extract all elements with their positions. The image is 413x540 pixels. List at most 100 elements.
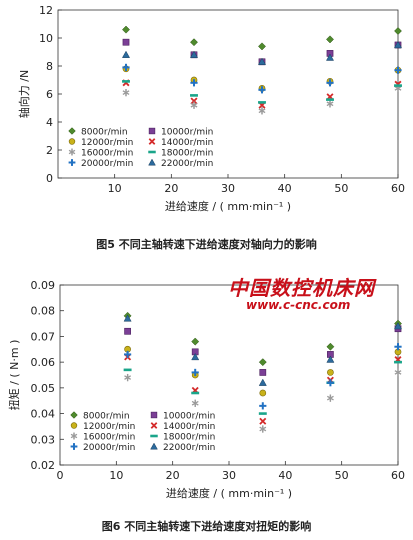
y-axis-label: 轴向力 /N [17,70,31,118]
data-point [124,327,131,335]
legend-marker [150,411,158,419]
y-tick-label: 0.04 [31,408,56,421]
data-point [258,86,266,94]
data-point [190,38,198,47]
data-point [259,402,267,410]
y-axis-label: 扭矩 / ( N·m ) [7,340,21,411]
legend-label: 20000r/min [81,159,133,169]
x-tick-label: 10 [109,469,123,482]
legend-marker [68,159,76,166]
figure-6-caption: 图6 不同主轴转速下进给速度对扭矩的影响 [101,520,312,533]
legend-marker [148,127,156,135]
data-point [326,342,335,351]
data-point [122,25,130,34]
data-point [394,27,402,35]
legend-label: 8000r/min [81,128,128,138]
y-tick-label: 10 [39,32,53,45]
site-watermark: 中国数控机床网 www.c-cnc.com [228,272,413,318]
data-point [124,350,132,359]
x-tick-label: 20 [164,182,178,195]
legend-label: 20000r/min [83,443,135,453]
data-point [191,399,199,407]
x-tick-label: 40 [278,182,292,195]
data-point [121,50,131,58]
data-point [326,379,334,387]
data-point [122,89,130,97]
legend-marker [70,432,78,440]
data-point [189,50,199,58]
data-point [259,417,267,425]
data-point [122,63,130,71]
data-point [394,66,402,74]
data-point [259,369,267,376]
x-axis-label: 进给速度 / ( mm·min⁻¹ ) [165,199,291,213]
x-tick-label: 20 [166,469,180,482]
data-point [190,97,198,105]
data-point [326,35,334,44]
data-point [258,378,267,386]
y-tick-label: 0.05 [31,382,56,395]
legend-marker [68,127,76,135]
legend-marker [70,411,78,419]
axial-force-chart: 0 2 4 6 8 10 12 10 20 30 40 50 60 进给速度 / ( mm·min⁻¹ )… [17,4,405,213]
data-point [326,394,334,402]
legend-marker [148,138,156,145]
x-axis-label: 进给速度 / ( mm·min⁻¹ ) [166,486,292,500]
legend-marker [148,158,156,166]
data-point [259,425,267,433]
data-point [394,343,402,351]
y-tick-label: 12 [39,4,53,17]
x-tick-label: 30 [222,469,236,482]
x-tick-label: 40 [278,469,292,482]
legend-label: 18000r/min [161,149,213,159]
legend-label: 16000r/min [81,149,133,159]
y-tick-label: 0.09 [31,279,56,292]
data-point [191,368,199,377]
data-point [122,38,130,46]
legend-label: 14000r/min [161,138,213,148]
x-tick-label: 30 [221,182,235,195]
data-point [326,100,334,108]
data-point [258,358,267,367]
legend-label: 12000r/min [81,138,133,148]
legend-label: 8000r/min [83,412,130,422]
watermark-url: www.c-cnc.com [246,298,351,312]
data-point [257,57,267,65]
data-point [393,40,403,49]
legend-label: 10000r/min [163,412,215,422]
figure-6: 0.02 0.03 0.04 0.05 0.06 0.07 0.08 0.09 0 10 20 30 4… [0,268,413,508]
data-point [258,107,266,115]
data-point [326,355,335,363]
x-tick-label: 50 [335,469,349,482]
data-point [123,314,132,322]
y-tick-label: 0.06 [31,356,56,369]
data-point [124,373,132,382]
legend-marker [150,422,158,429]
legend-marker [68,148,76,156]
data-point [190,101,198,109]
data-point [258,42,266,51]
data-point [325,53,335,61]
legend-label: 10000r/min [161,128,213,138]
data-point [190,79,198,87]
legend-label: 16000r/min [83,433,135,443]
y-tick-label: 0.08 [31,305,56,318]
x-tick-label: 60 [391,469,405,482]
figure-5: 0 2 4 6 8 10 12 10 20 30 40 50 60 进给速度 / ( mm·min⁻¹ )… [0,0,413,230]
data-point [326,79,334,87]
legend-marker [70,443,78,450]
x-tick-label: 60 [391,182,405,195]
x-tick-label: 50 [334,182,348,195]
y-tick-label: 0 [46,172,53,185]
legend-label: 14000r/min [163,422,215,432]
legend-label: 22000r/min [161,159,213,169]
x-tick-label: 10 [108,182,122,195]
data-point [393,322,403,330]
data-point [327,369,334,376]
torque-chart: 0.02 0.03 0.04 0.05 0.06 0.07 0.08 0.09 0 10 20 30 4… [7,279,405,500]
watermark-logo: 中国数控机床网 [228,276,375,300]
y-tick-label: 6 [46,88,53,101]
legend-label: 22000r/min [163,443,215,453]
